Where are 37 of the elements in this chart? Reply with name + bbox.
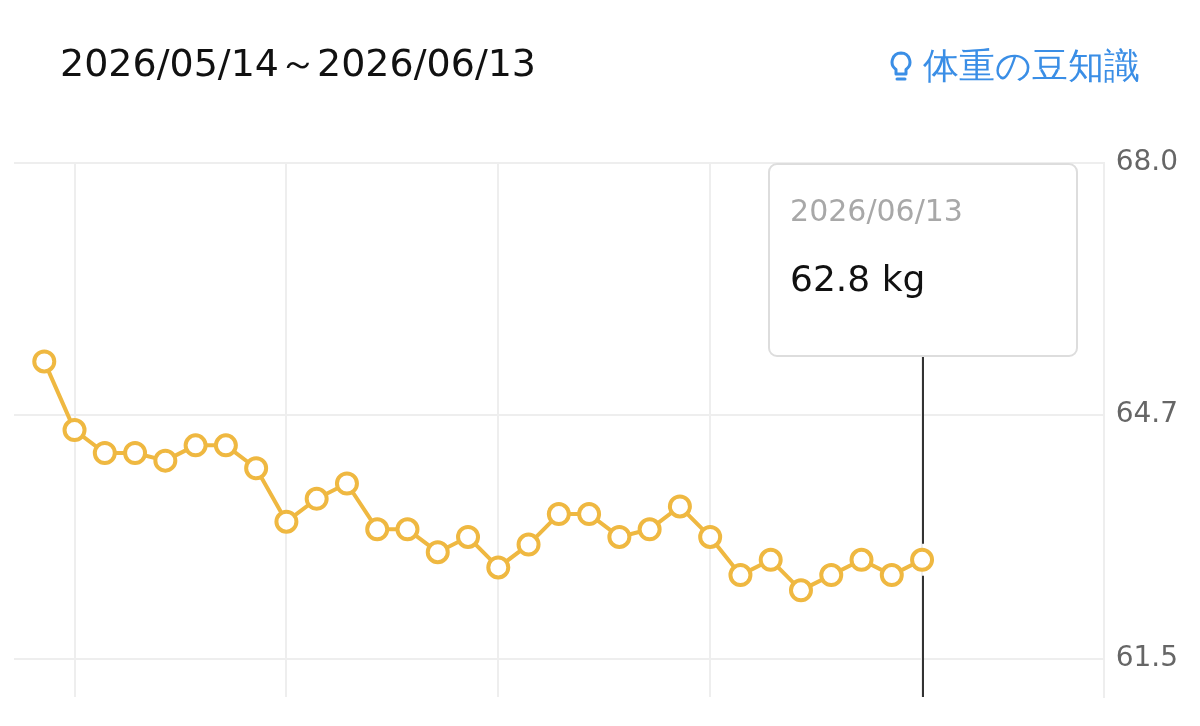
point: [153, 448, 178, 473]
point: [62, 418, 87, 443]
point: [365, 517, 390, 542]
point: [244, 456, 269, 481]
point: [849, 547, 874, 572]
point: [698, 524, 723, 549]
point: [456, 524, 481, 549]
point: [123, 440, 148, 465]
point: [577, 502, 602, 527]
point: [92, 440, 117, 465]
y-tick-label: 68.0: [1115, 144, 1178, 178]
chart-title: 2026/05/14～2026/06/13: [60, 40, 537, 87]
point: [607, 524, 632, 549]
point: [516, 532, 541, 557]
point: [395, 517, 420, 542]
point: [728, 563, 753, 588]
point: [758, 547, 783, 572]
point: [667, 494, 692, 519]
text: 体重の豆知識: [923, 44, 1140, 88]
point: [879, 563, 904, 588]
point: [213, 433, 238, 458]
point: [334, 471, 359, 496]
point: [546, 502, 571, 527]
point: [32, 349, 57, 374]
point: [637, 517, 662, 542]
y-tick-label: 61.5: [1115, 640, 1178, 674]
point: [910, 547, 935, 572]
point: [274, 509, 299, 534]
point: [304, 486, 329, 511]
point: [486, 555, 511, 580]
annotation: 2026/06/13: [790, 193, 964, 228]
point: [788, 578, 813, 603]
annotation: 62.8 kg: [790, 258, 927, 299]
point: [425, 540, 450, 565]
y-tick-label: 64.7: [1115, 396, 1178, 430]
point: [819, 563, 844, 588]
point: [183, 433, 208, 458]
